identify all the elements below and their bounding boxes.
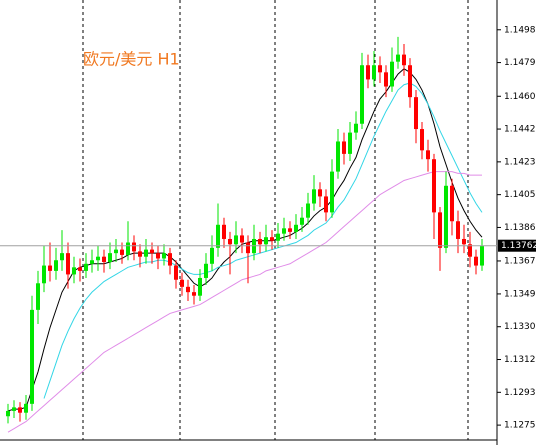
candle-body [288,228,292,232]
candle-body [330,171,334,213]
chart-title: 欧元/美元 H1 [83,50,180,69]
y-tick-label: 1.14235 [504,157,536,167]
candle-body [120,249,124,255]
candle-body [438,212,442,248]
candle-body [402,54,406,66]
candle-body [78,267,82,271]
candle-body [48,265,52,271]
y-tick-label: 1.12750 [504,421,536,431]
candle-body [372,65,376,80]
candle-body [294,224,298,232]
candle-body [354,123,358,133]
candle-body [396,54,400,62]
candle-body [408,65,412,98]
candle-body [6,410,10,417]
candle-body [174,265,178,280]
y-tick-label: 1.13490 [504,289,536,299]
y-tick-label: 1.14980 [504,25,536,35]
candle-body [366,65,370,80]
candle-body [234,235,238,245]
candle-body [282,228,286,234]
current-price-label: 1.13762 [501,241,536,251]
candle-body [318,189,322,197]
candle-body [390,61,394,87]
candle-body [108,253,112,263]
y-tick-label: 1.13120 [504,355,536,365]
candle-body [30,309,34,404]
candle-body [240,235,244,243]
candle-body [426,150,430,160]
candle-body [18,407,22,413]
candle-body [312,189,316,204]
y-tick-label: 1.12935 [504,388,536,398]
candle-body [180,279,184,287]
candle-body [36,283,40,310]
candle-body [378,65,382,73]
candle-body [462,238,466,245]
y-tick-label: 1.13676 [504,256,536,266]
candle-body [336,141,340,172]
candle-body [90,260,94,264]
candle-body [306,203,310,218]
candle-body [204,263,208,278]
candle-body [12,407,16,411]
candle-body [150,249,154,254]
candle-body [198,277,202,296]
candle-body [420,129,424,151]
candle-body [162,253,166,259]
y-tick-label: 1.14420 [504,125,536,135]
candle-body [468,244,472,257]
candle-body [42,265,46,284]
candle-body [168,253,172,266]
candle-body [138,251,142,257]
candle-body [300,217,304,225]
candle-body [114,249,118,254]
candle-body [360,65,364,124]
moving-average [7,171,482,433]
candle-body [66,253,70,275]
candle-body [216,224,220,248]
y-tick-label: 1.13305 [504,322,536,332]
candle-body [132,242,136,252]
candle-body [54,260,58,271]
candle-body [480,246,484,266]
candle-body [246,242,250,254]
candle-body [192,292,196,296]
candle-body [126,242,130,255]
y-tick-label: 1.14605 [504,92,536,102]
candle-body [228,238,232,245]
candle-body [342,141,346,154]
candle-body [222,224,226,239]
candle-body [414,97,418,130]
candle-body [72,267,76,275]
candle-body [444,185,448,248]
candle-body [102,256,106,263]
candle-body [264,237,268,245]
candle-body [348,132,352,154]
candle-body [270,237,274,241]
candle-body [60,253,64,261]
candle-body [456,221,460,239]
candle-body [432,159,436,213]
candle-body [474,256,478,266]
y-tick-label: 1.14795 [504,58,536,68]
candle-body [384,72,388,87]
candle-body [24,403,28,413]
y-tick-label: 1.14050 [504,190,536,200]
candle-body [276,233,280,241]
candle-body [96,256,100,261]
candle-body [258,238,262,245]
candle-body [84,263,88,271]
current-price-box [498,239,536,252]
candle-body [156,253,160,259]
candle-body [186,286,190,293]
candle-body [210,247,214,264]
candle-body [450,185,454,222]
candle-body [324,196,328,213]
y-tick-label: 1.13865 [504,223,536,233]
candle-body [144,249,148,257]
